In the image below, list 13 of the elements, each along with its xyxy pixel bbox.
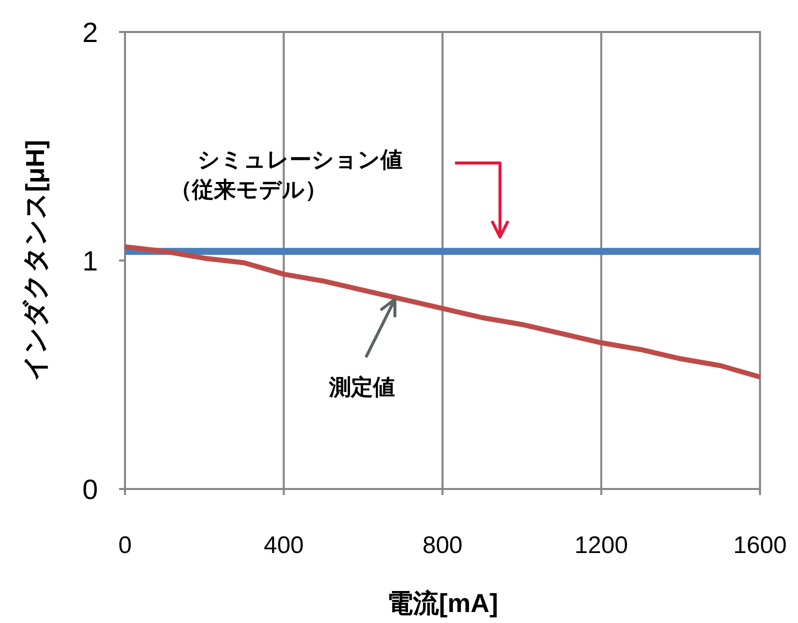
x-tick-label: 800 <box>422 532 463 559</box>
y-axis-title: インダクタンス[μH] <box>20 140 50 381</box>
x-tick-label: 1600 <box>733 532 787 559</box>
annotation: 測定値 <box>328 374 395 400</box>
annotation: （従来モデル） <box>170 177 327 202</box>
y-tick-label: 1 <box>82 246 98 276</box>
y-tick-label: 0 <box>82 474 98 505</box>
x-axis-title: 電流[mA] <box>386 588 498 618</box>
x-tick-label: 1200 <box>574 532 628 559</box>
x-tick-label: 400 <box>264 532 304 559</box>
annotation: シミュレーション値 <box>198 147 402 172</box>
y-tick-label: 2 <box>82 17 98 48</box>
x-tick-label: 0 <box>118 532 132 559</box>
